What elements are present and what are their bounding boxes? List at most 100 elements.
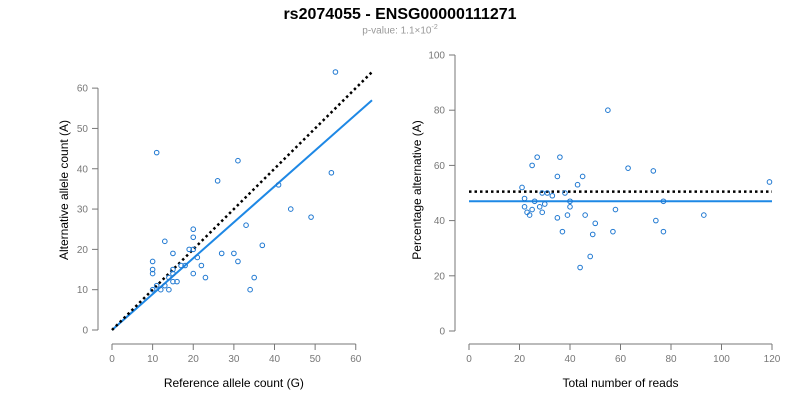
panel-1-data-point <box>182 262 188 269</box>
panel-2-data-point <box>660 198 667 205</box>
panel-1-data-point <box>328 169 335 176</box>
panel-2-data-point <box>529 162 535 169</box>
panel-2-data-point <box>612 206 619 213</box>
panel-1-y-tick-label: 20 <box>77 245 89 256</box>
panel-2-data-point <box>557 154 563 160</box>
panel-2-x-tick-label: 80 <box>665 354 677 365</box>
panel-1-data-point <box>231 250 237 257</box>
panel-1-data-point <box>149 258 156 265</box>
panel-1-data-point <box>157 286 164 293</box>
panel-1-y-tick-label: 30 <box>77 205 89 216</box>
panel-1-x-tick-label: 0 <box>109 354 115 365</box>
panel-1-x-tick-label: 10 <box>147 354 159 365</box>
panel-1-data-point <box>170 270 176 277</box>
panel-1-data-point <box>190 226 197 233</box>
panel-2-data-point <box>766 179 773 185</box>
panel-1-x-tick-label: 30 <box>228 354 240 365</box>
panel-1-data-point <box>275 182 282 188</box>
panel-2-data-point <box>587 253 594 260</box>
chart-title: rs2074055 - ENSG00000111271 <box>283 6 517 23</box>
panel-1-x-tick-label: 50 <box>310 354 322 365</box>
panel-2-y-tick-label: 60 <box>434 161 446 172</box>
panel-2-data-point <box>589 231 596 238</box>
panel-2-data-point <box>582 212 588 218</box>
panel-2-data-point <box>541 201 548 207</box>
panel-2-data-point <box>539 209 546 216</box>
panel-1-y-tick-label: 60 <box>77 84 89 95</box>
panel-2-data-point <box>605 107 611 113</box>
panel-2-data-point <box>567 198 573 205</box>
panel-1-data-point <box>308 214 314 220</box>
panel-1-x-axis-title: Reference allele count (G) <box>164 376 304 390</box>
panel-2-x-tick-label: 60 <box>615 354 627 365</box>
panel-2-data-point <box>653 217 659 224</box>
panel-2-data-point <box>544 190 551 196</box>
panel-1-data-point <box>174 278 180 285</box>
panel-2-data-point <box>701 212 707 218</box>
panel-2-data-point <box>577 264 583 271</box>
panel-1-data-point <box>235 258 241 265</box>
panel-2-data-point <box>521 204 528 210</box>
panel-2-data-point <box>564 212 571 218</box>
panel-1-data-point <box>235 157 241 164</box>
panel-1-data-point <box>218 250 225 257</box>
panel-2-data-point <box>526 212 533 218</box>
panel-1-data-point <box>214 178 221 184</box>
panel-1-x-tick-label: 40 <box>269 354 281 365</box>
panel-2-y-tick-label: 20 <box>434 271 446 282</box>
panel-2-x-tick-label: 20 <box>514 354 526 365</box>
panel-1-y-tick-label: 40 <box>77 164 89 175</box>
panel-1-data-point <box>259 242 266 249</box>
panel-2-data-point <box>592 220 599 227</box>
panel-1-y-axis-title: Alternative allele count (A) <box>57 120 71 260</box>
panel-1-data-point <box>162 238 168 245</box>
p-value-text: p-value: 1.1×10 <box>362 25 432 37</box>
panel-2-data-point <box>536 204 543 210</box>
panel-1-data-point <box>166 286 172 293</box>
panel-1-data-point <box>251 274 257 281</box>
panel-2-data-point <box>660 228 667 235</box>
panel-2-x-tick-label: 100 <box>713 354 730 365</box>
panel-2-data-point <box>562 190 568 196</box>
panel-1-data-point <box>247 286 253 293</box>
panel-2-data-point <box>534 154 540 160</box>
panel-2-data-point <box>559 228 566 235</box>
panel-2-data-point <box>554 215 561 221</box>
panel-1-data-point <box>190 234 197 241</box>
panel-1-data-point <box>190 270 197 277</box>
panel-2-y-tick-label: 100 <box>428 51 445 62</box>
panel-1-y-tick-label: 0 <box>82 326 88 337</box>
panel-1-data-point <box>332 69 339 75</box>
panel-2-y-tick-label: 40 <box>434 216 446 227</box>
panel-2-y-tick-label: 80 <box>434 106 446 117</box>
panel-1-data-point <box>166 274 172 281</box>
panel-1-data-point <box>194 254 201 261</box>
panel-1-y-tick-label: 50 <box>77 124 89 135</box>
panel-2-data-point <box>579 173 586 180</box>
panel-1-fit-line <box>111 99 373 331</box>
panel-1-data-point <box>178 262 184 269</box>
panel-1-x-tick-label: 60 <box>350 354 362 365</box>
panel-1-data-point <box>149 286 156 293</box>
panel-2-data-point <box>650 168 657 174</box>
panel-1-data-point <box>149 270 156 277</box>
panel-1-data-point <box>153 282 160 289</box>
panel-2-y-tick-label: 0 <box>439 327 445 338</box>
panel-1-data-point <box>198 262 205 269</box>
panel-1-y-tick-label: 10 <box>77 285 89 296</box>
panel-2-x-tick-label: 0 <box>466 354 472 365</box>
panel-1-data-point <box>170 250 176 257</box>
chart-subtitle: p-value: 1.1×10-2 <box>0 24 800 36</box>
panel-2-data-point <box>521 195 528 202</box>
panel-1-reference-line <box>111 71 373 331</box>
panel-1-data-point <box>202 274 209 281</box>
panel-2-data-point <box>531 198 538 205</box>
panel-1-data-point <box>186 246 192 253</box>
panel-2-data-point <box>574 181 581 188</box>
panel-2-x-tick-label: 40 <box>564 354 576 365</box>
panel-2-data-point <box>610 228 616 235</box>
panel-2-y-axis-title: Percentage alternative (A) <box>410 120 424 259</box>
panel-1-data-point <box>162 282 168 289</box>
panel-2-data-point <box>529 206 535 213</box>
